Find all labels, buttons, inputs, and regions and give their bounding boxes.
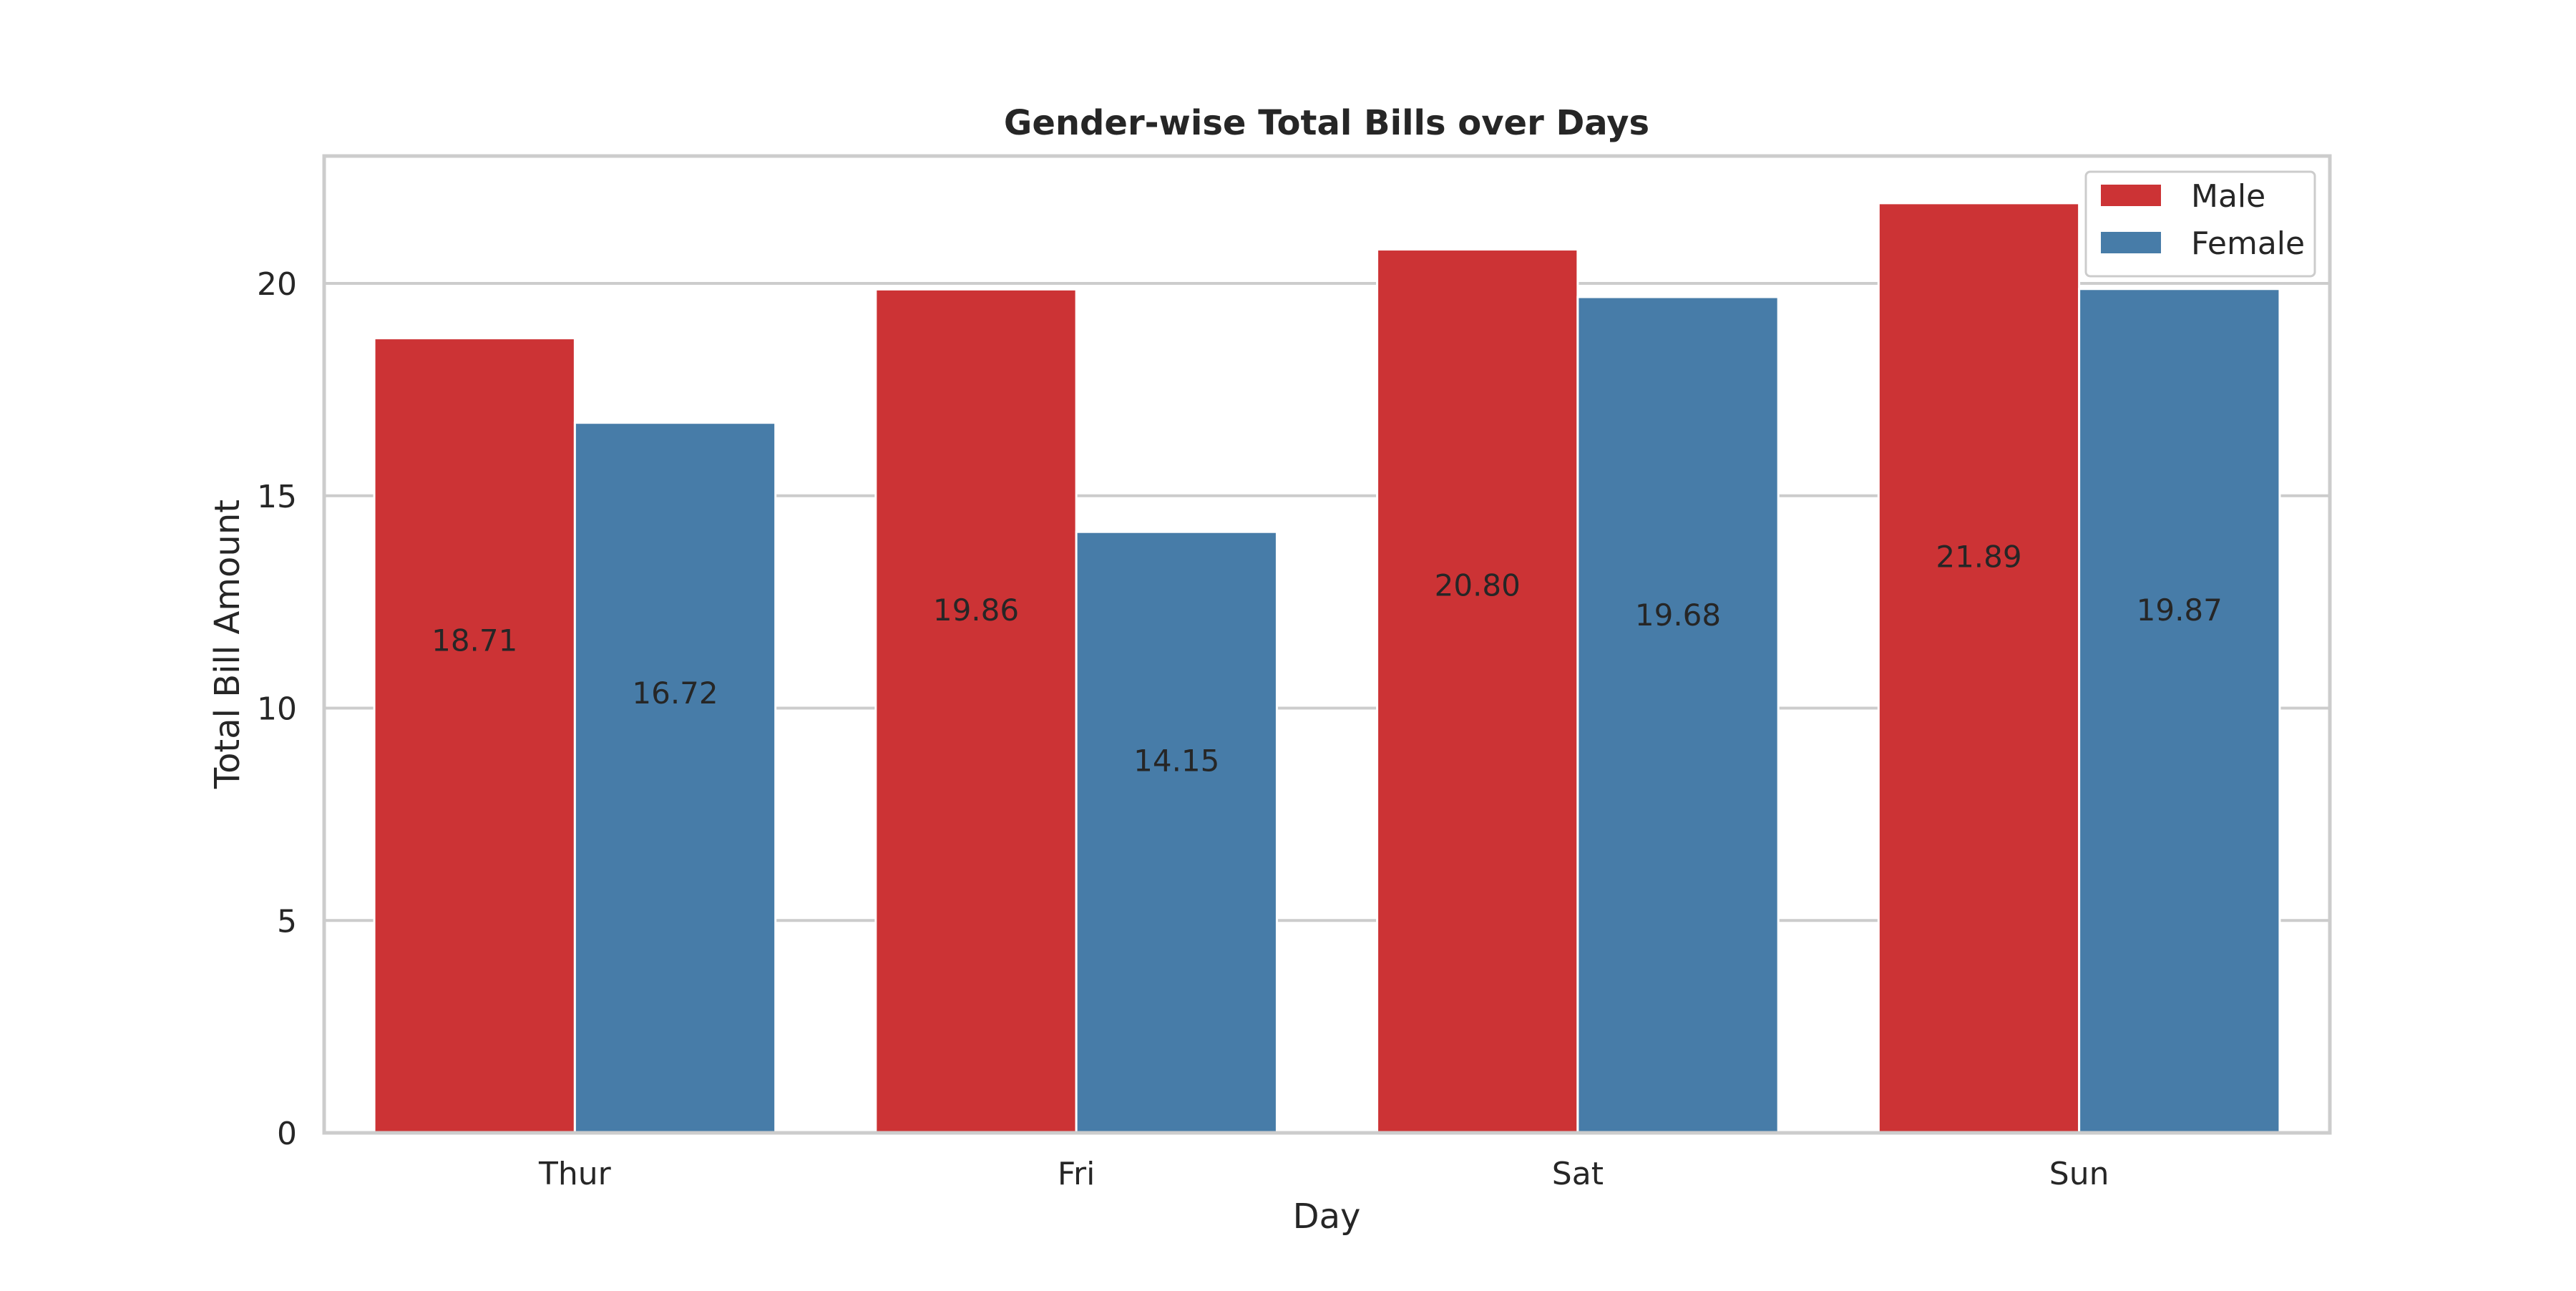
bar-female-fri — [1075, 530, 1278, 1134]
bar-female-sat — [1576, 296, 1780, 1134]
bar-value-label: 19.86 — [933, 593, 1019, 628]
legend-label-female: Female — [2191, 225, 2305, 262]
bar-value-label: 21.89 — [1936, 540, 2021, 575]
y-tick-label: 15 — [257, 479, 297, 515]
bar-value-label: 16.72 — [632, 676, 718, 711]
x-tick-label: Sun — [2049, 1156, 2109, 1192]
bar-value-label: 14.15 — [1133, 743, 1219, 778]
y-axis-label: Total Bill Amount — [208, 500, 248, 789]
y-tick-label: 20 — [257, 266, 297, 303]
bar-female-thur — [573, 422, 777, 1134]
y-tick-label: 10 — [257, 691, 297, 728]
legend-swatch-male — [2101, 185, 2161, 206]
legend-label-male: Male — [2191, 178, 2265, 215]
bar-male-sun — [1877, 202, 2081, 1134]
y-tick-label: 0 — [277, 1116, 297, 1152]
bars — [373, 202, 2281, 1134]
bar-female-sun — [2078, 288, 2281, 1134]
bar-male-thur — [373, 337, 576, 1134]
bar-value-label: 18.71 — [431, 623, 517, 658]
legend: Male Female — [2084, 170, 2316, 278]
x-tick-label: Fri — [1058, 1156, 1095, 1192]
y-tick-label: 5 — [277, 903, 297, 940]
x-tick-label: Thur — [538, 1156, 612, 1192]
legend-swatch-female — [2101, 232, 2161, 253]
x-axis-ticks: Thur Fri Sat Sun — [538, 1156, 2109, 1192]
x-tick-label: Sat — [1552, 1156, 1604, 1192]
bar-value-label: 19.68 — [1635, 598, 1721, 633]
bar-value-label: 20.80 — [1435, 568, 1521, 603]
bar-male-sat — [1376, 248, 1579, 1134]
bar-male-fri — [874, 288, 1078, 1134]
plot-frame — [322, 154, 2332, 1135]
x-axis-label: Day — [1293, 1197, 1361, 1237]
bar-value-labels: 18.71 19.86 20.80 21.89 16.72 14.15 19.68 19.87 — [431, 540, 2223, 779]
bar-value-label: 19.87 — [2137, 593, 2223, 628]
chart-title: Gender-wise Total Bills over Days — [1004, 103, 1649, 143]
y-axis-ticks: 0 5 10 15 20 — [257, 266, 297, 1152]
